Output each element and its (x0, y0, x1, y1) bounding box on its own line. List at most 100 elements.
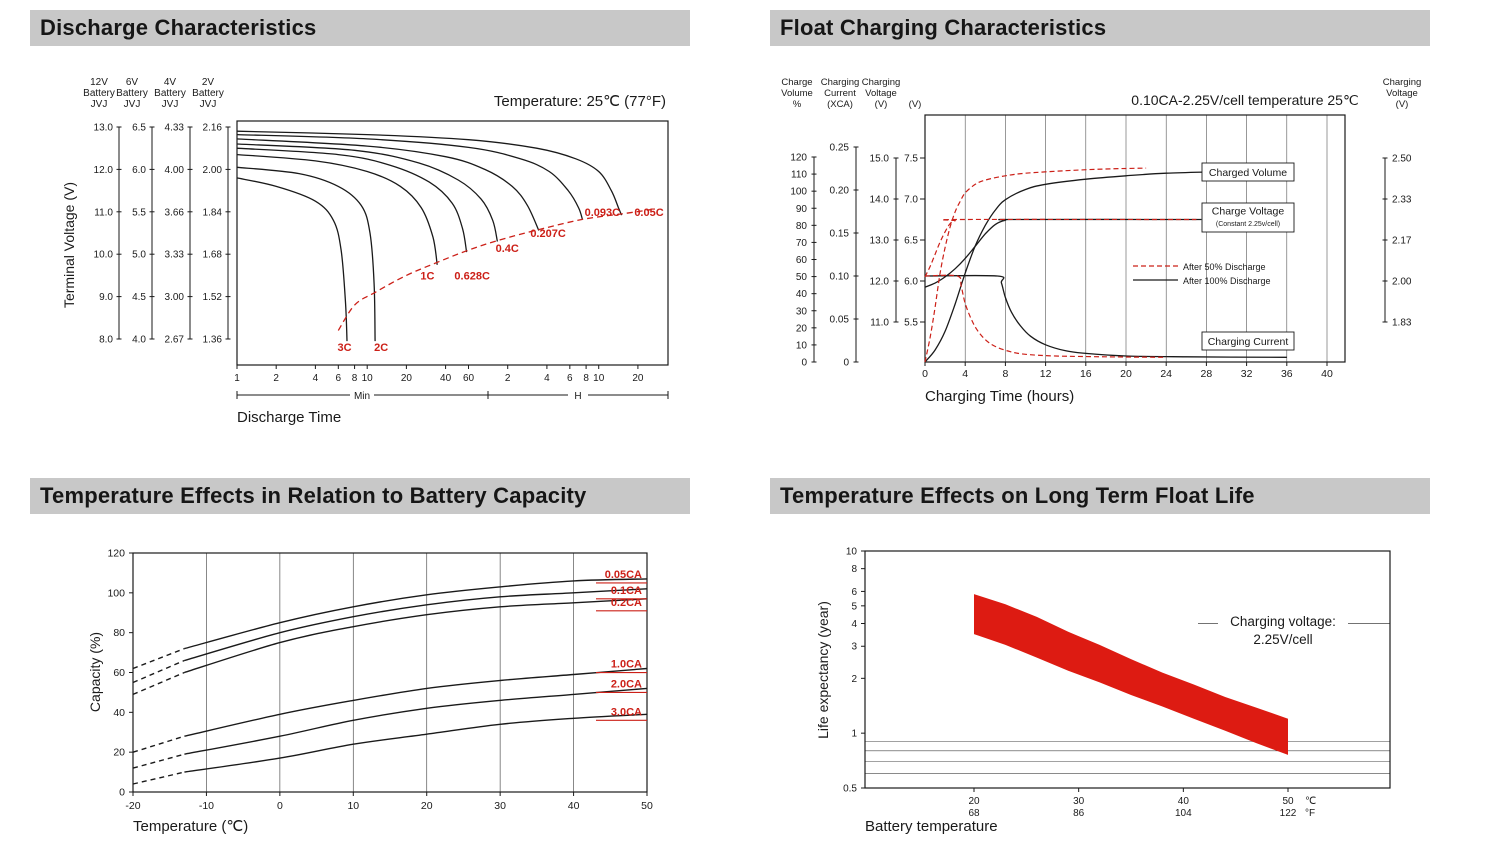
curve-label-1.0CA: 1.0CA (611, 659, 642, 671)
curve-0.2CA (184, 598, 648, 674)
y-tick-label: 6 (851, 587, 857, 598)
curve-3C (236, 177, 348, 342)
charged-volume-label: Charged Volume (1209, 167, 1287, 179)
curve-label-0.05CA: 0.05CA (605, 569, 642, 581)
x-tick-label: 12 (1040, 368, 1052, 380)
y-tick-label: 0.15 (830, 229, 850, 240)
section-title-discharge: Discharge Characteristics (40, 15, 317, 40)
y-tick-label: 4 (851, 619, 857, 630)
x-tick-label: 2 (505, 373, 511, 384)
charged-volume-box (1201, 162, 1295, 182)
annotation-backdrop (1218, 610, 1348, 650)
section-header-capacity-temperature: Temperature Effects in Relation to Batte… (30, 478, 690, 514)
y-tick-label: 40 (796, 289, 808, 300)
x-tick-label: 8 (1002, 368, 1008, 380)
y-axis-header: JVJ (162, 99, 179, 110)
curve-0.05C (236, 130, 623, 216)
charging-current-50 (924, 274, 1167, 358)
span-label-h: H (574, 391, 581, 402)
y-axis-header: Voltage (865, 88, 897, 99)
x-axis-title: Charging Time (hours) (925, 388, 1074, 405)
x-tick-label: -10 (199, 800, 214, 812)
curve-0.1CA (184, 588, 648, 662)
curve-2.0CA (184, 687, 648, 755)
span-label-min: Min (354, 391, 370, 402)
curve-label-0.1CA: 0.1CA (611, 585, 642, 597)
x-unit-celsius: ℃ (1305, 796, 1316, 807)
y-tick-label: 5.5 (904, 318, 918, 329)
x-tick-label: 10 (593, 373, 605, 384)
x-tick-label: 10 (362, 373, 374, 384)
y-tick-label: 9.0 (99, 292, 113, 303)
annotation-line-2: 2.25V/cell (1253, 632, 1312, 647)
y-tick-label: 5.0 (132, 250, 146, 261)
y-tick-label: 6.5 (904, 236, 918, 247)
y-tick-label: 3.66 (165, 207, 185, 218)
y-tick-label: 90 (796, 204, 808, 215)
y-tick-label: 4.5 (132, 292, 146, 303)
curve-label-0.05C: 0.05C (634, 207, 663, 219)
y-tick-label: 1.84 (203, 207, 223, 218)
charging-current-100 (924, 274, 1287, 358)
x-tick-label: 50 (641, 800, 653, 812)
x-tick-label-c: 20 (968, 796, 980, 807)
x-tick-label: 28 (1201, 368, 1213, 380)
x-unit-fahrenheit: °F (1305, 808, 1315, 819)
y-axis-header: JVJ (91, 99, 108, 110)
curve-2C (236, 166, 376, 342)
x-axis-title: Battery temperature (865, 818, 998, 835)
y-axis-header: Charging (821, 77, 860, 88)
curve-0.093C (236, 133, 584, 220)
x-tick-label: 4 (544, 373, 550, 384)
charge-voltage-50 (924, 218, 1197, 278)
y-axis-header: (V) (875, 99, 888, 110)
curve-label-2.0CA: 2.0CA (611, 678, 642, 690)
section-title-capacity-temperature: Temperature Effects in Relation to Batte… (40, 483, 587, 508)
y-axis-header: 4V (164, 77, 177, 88)
y-tick-label: 1.36 (203, 335, 223, 346)
y-tick-label: 13.0 (870, 236, 890, 247)
x-tick-label: 2 (273, 373, 279, 384)
x-tick-label: 40 (568, 800, 580, 812)
section-header-float-charging: Float Charging Characteristics (770, 10, 1430, 46)
y-axis-header: 2V (202, 77, 215, 88)
curve-dashed-0.2CA (132, 671, 185, 696)
y-tick-label: 70 (796, 238, 808, 249)
y-axis-title: Terminal Voltage (V) (61, 182, 77, 308)
curve-label-1C: 1C (420, 271, 434, 283)
y-tick-label: 20 (796, 323, 808, 334)
x-tick-label-f: 122 (1280, 808, 1297, 819)
section-title-float-charging: Float Charging Characteristics (780, 15, 1107, 40)
x-tick-label: 24 (1160, 368, 1172, 380)
x-tick-label: 20 (1120, 368, 1132, 380)
y-tick-label: 12.0 (870, 277, 890, 288)
legend-100-discharge: After 100% Discharge (1183, 276, 1271, 286)
curve-dashed-0.05CA (132, 647, 185, 670)
annotation-line-1: Charging voltage: (1230, 614, 1336, 629)
curve-0.207C (236, 138, 540, 231)
right-axis-header: (V) (1396, 99, 1409, 110)
curve-dashed-3.0CA (132, 771, 185, 785)
y-axis-header: Battery (116, 88, 148, 99)
x-tick-label: -20 (125, 800, 140, 812)
y-tick-label: 0 (801, 358, 807, 369)
chart-note: 0.10CA-2.25V/cell temperature 25℃ (1131, 92, 1358, 108)
y-tick-label: 2.67 (165, 335, 185, 346)
y-axis-title: Capacity (%) (87, 632, 103, 712)
x-tick-label-c: 50 (1282, 796, 1294, 807)
y-tick-label: 13.0 (94, 123, 114, 134)
charge-voltage-label: Charge Voltage (1212, 206, 1285, 218)
y-tick-label: 1.52 (203, 292, 223, 303)
y-axis-header: JVJ (200, 99, 217, 110)
y-tick-label: 2 (851, 674, 857, 685)
y-tick-label: 120 (790, 153, 807, 164)
y-axis-header: Charging (862, 77, 901, 88)
y-axis-header: (V) (909, 99, 922, 110)
curve-1.0CA (184, 667, 648, 737)
curve-0.4C (236, 143, 499, 242)
x-axis-title: Temperature (℃) (133, 818, 248, 835)
charged-volume-50 (924, 167, 1147, 363)
y-tick-label: 7.5 (904, 154, 918, 165)
y-tick-label: 1.68 (203, 250, 223, 261)
